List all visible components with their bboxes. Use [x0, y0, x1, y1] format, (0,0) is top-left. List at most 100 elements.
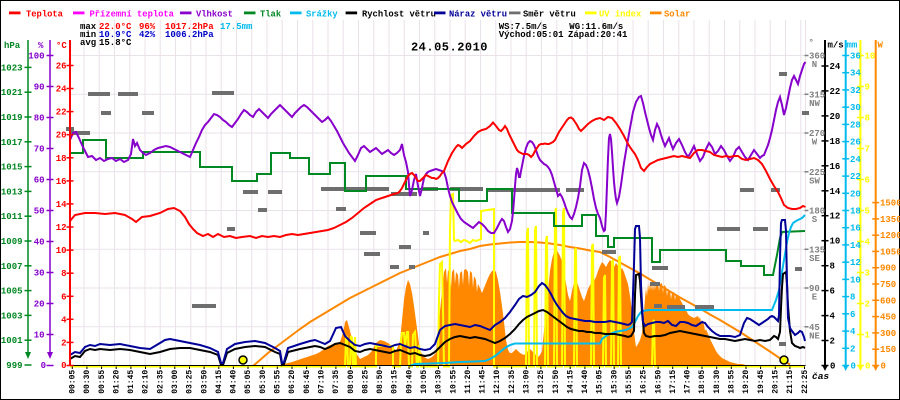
svg-text:03:50: 03:50	[200, 370, 209, 394]
svg-text:1: 1	[865, 331, 871, 341]
svg-text:18:30: 18:30	[713, 370, 722, 394]
svg-text:19:20: 19:20	[742, 370, 751, 394]
svg-text:22: 22	[850, 172, 861, 182]
svg-text:8: 8	[850, 293, 855, 303]
svg-text:SW: SW	[809, 176, 820, 186]
svg-text:1006.2hPa: 1006.2hPa	[165, 30, 214, 40]
svg-text:hPa: hPa	[4, 41, 21, 51]
svg-text:max: max	[80, 22, 97, 32]
svg-text:WS:7.5m/s: WS:7.5m/s	[499, 22, 548, 32]
svg-text:20: 20	[34, 300, 45, 310]
svg-text:2: 2	[850, 344, 855, 354]
svg-text:01:45: 01:45	[127, 370, 136, 394]
svg-text:9: 9	[865, 83, 870, 93]
svg-text:Vlhkost: Vlhkost	[196, 10, 233, 20]
svg-text:225: 225	[809, 168, 825, 178]
svg-text:SE: SE	[809, 254, 820, 264]
svg-text:20: 20	[830, 112, 841, 122]
svg-text:12:35: 12:35	[508, 370, 517, 394]
svg-text:Náraz větru: Náraz větru	[449, 10, 507, 20]
svg-text:18:05: 18:05	[698, 370, 707, 394]
svg-text:1013: 1013	[1, 187, 23, 197]
svg-text:1017: 1017	[1, 138, 23, 148]
svg-text:09:40: 09:40	[405, 370, 414, 394]
svg-text:1007: 1007	[1, 262, 23, 272]
svg-text:7: 7	[865, 145, 870, 155]
svg-text:10: 10	[56, 246, 67, 256]
svg-text:6: 6	[61, 292, 66, 302]
svg-text:Solar: Solar	[664, 10, 690, 20]
svg-text:600: 600	[880, 296, 896, 306]
svg-text:10: 10	[34, 331, 45, 341]
svg-text:02:10: 02:10	[142, 370, 151, 394]
svg-text:36: 36	[850, 52, 861, 62]
svg-text:0: 0	[41, 361, 46, 371]
svg-text:1011: 1011	[1, 212, 23, 222]
svg-text:20:15: 20:15	[772, 370, 781, 394]
svg-text:32: 32	[850, 86, 861, 96]
svg-text:45: 45	[809, 323, 820, 333]
svg-text:čas: čas	[812, 371, 829, 382]
svg-text:24.05.2010: 24.05.2010	[411, 41, 488, 55]
svg-text:16: 16	[56, 177, 67, 187]
svg-text:6: 6	[865, 176, 870, 186]
svg-text:8: 8	[865, 114, 870, 124]
svg-text:135: 135	[809, 245, 825, 255]
svg-text:15.8°C: 15.8°C	[99, 38, 132, 48]
svg-text:90: 90	[809, 284, 820, 294]
svg-text:0: 0	[865, 362, 870, 372]
svg-text:WG:11.6m/s: WG:11.6m/s	[569, 22, 623, 32]
svg-text:80: 80	[34, 114, 45, 124]
svg-text:17:40: 17:40	[684, 370, 693, 394]
svg-text:05:55: 05:55	[274, 370, 283, 394]
svg-text:NE: NE	[809, 331, 820, 341]
svg-text:1003: 1003	[1, 311, 23, 321]
svg-text:6: 6	[850, 310, 855, 320]
svg-text:06:45: 06:45	[303, 370, 312, 394]
svg-text:Přízemní teplota: Přízemní teplota	[90, 10, 175, 20]
svg-text:40: 40	[34, 238, 45, 248]
svg-text:03:25: 03:25	[186, 370, 195, 394]
svg-text:19:45: 19:45	[757, 370, 766, 394]
svg-text:1350: 1350	[880, 215, 900, 225]
svg-text:05:30: 05:30	[259, 370, 268, 394]
svg-text:07:35: 07:35	[332, 370, 341, 394]
svg-text:10: 10	[850, 275, 861, 285]
svg-text:1500: 1500	[880, 199, 900, 209]
svg-text:W: W	[878, 41, 884, 51]
svg-text:1050: 1050	[880, 247, 900, 257]
svg-text:22.0°C: 22.0°C	[99, 22, 132, 32]
svg-text:07:10: 07:10	[318, 370, 327, 394]
svg-text:1019: 1019	[1, 113, 23, 123]
svg-text:26: 26	[56, 61, 67, 71]
svg-text:22: 22	[56, 108, 67, 118]
svg-text:°: °	[809, 38, 814, 48]
svg-text:NW: NW	[809, 99, 820, 109]
svg-text:Západ:20:41: Západ:20:41	[568, 30, 628, 40]
svg-text:10:05: 10:05	[420, 370, 429, 394]
svg-text:150: 150	[880, 345, 896, 355]
svg-text:06:20: 06:20	[288, 370, 297, 394]
svg-text:360: 360	[809, 52, 825, 62]
svg-text:30: 30	[850, 103, 861, 113]
svg-text:08:50: 08:50	[376, 370, 385, 394]
svg-text:60: 60	[34, 176, 45, 186]
svg-text:S: S	[812, 215, 818, 225]
svg-text:15:30: 15:30	[610, 370, 619, 394]
svg-text:8: 8	[830, 262, 835, 272]
svg-text:12: 12	[850, 258, 861, 268]
svg-text:15:05: 15:05	[596, 370, 605, 394]
svg-text:02:35: 02:35	[156, 370, 165, 394]
svg-text:750: 750	[880, 280, 896, 290]
svg-text:1200: 1200	[880, 231, 900, 241]
svg-text:24: 24	[56, 85, 67, 95]
svg-text:04:15: 04:15	[215, 370, 224, 394]
svg-text:50: 50	[34, 207, 45, 217]
svg-text:30: 30	[34, 269, 45, 279]
svg-text:0: 0	[851, 362, 856, 372]
svg-text:20: 20	[56, 131, 67, 141]
svg-text:34: 34	[850, 69, 861, 79]
svg-text:00:55: 00:55	[98, 370, 107, 394]
svg-text:21:15: 21:15	[786, 370, 795, 394]
svg-text:1021: 1021	[1, 88, 23, 98]
